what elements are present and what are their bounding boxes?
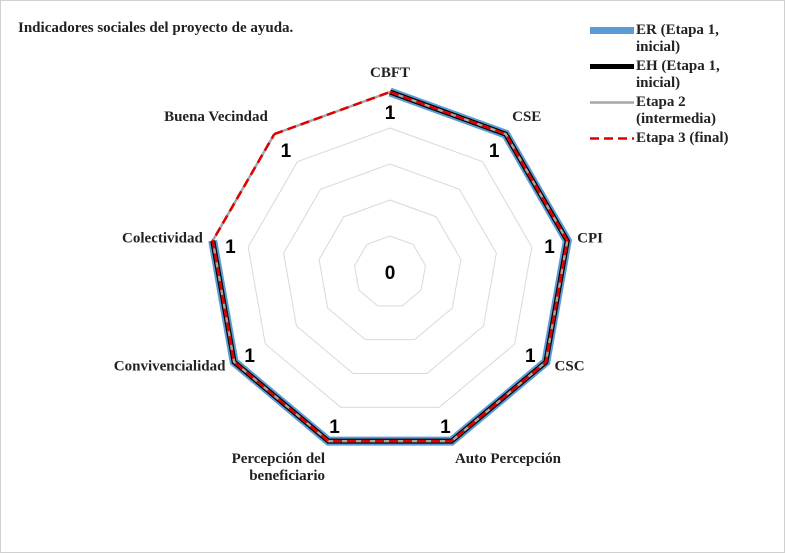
category-label: Percepción del beneficiario xyxy=(231,450,326,484)
data-label: 1 xyxy=(525,346,536,367)
legend-item: Etapa 2 (intermedia) xyxy=(588,94,746,128)
data-label: 1 xyxy=(385,103,396,124)
data-label: 1 xyxy=(329,417,340,438)
category-label: CPI xyxy=(577,230,603,247)
legend-item: EH (Etapa 1, inicial) xyxy=(588,58,746,92)
series-line xyxy=(211,90,569,443)
legend-label: Etapa 2 (intermedia) xyxy=(636,94,716,127)
data-label: 1 xyxy=(244,346,255,367)
grid-ring xyxy=(283,163,497,374)
category-label: CBFT xyxy=(369,65,411,81)
data-label: 1 xyxy=(489,141,500,162)
category-label: CSE xyxy=(512,109,542,126)
data-label: 1 xyxy=(225,237,236,258)
category-label: CSC xyxy=(554,358,585,375)
legend-item: ER (Etapa 1, inicial) xyxy=(588,22,746,56)
legend-swatch xyxy=(590,64,634,69)
category-label: Convivencialidad xyxy=(113,358,226,375)
chart-title: Indicadores sociales del proyecto de ayu… xyxy=(18,20,294,36)
series-line-closing xyxy=(273,90,391,136)
category-label: Colectividad xyxy=(122,230,203,247)
grid-ring xyxy=(354,235,426,307)
grid-ring xyxy=(318,199,462,341)
legend: ER (Etapa 1, inicial) EH (Etapa 1, inicia… xyxy=(588,22,778,149)
legend-swatch xyxy=(590,137,634,140)
data-label: 1 xyxy=(281,141,292,162)
legend-swatch xyxy=(590,27,634,34)
data-label: 1 xyxy=(544,237,555,258)
legend-swatch xyxy=(590,101,634,104)
legend-item: Etapa 3 (final) xyxy=(588,130,746,147)
r-tick-label: 0 xyxy=(385,263,396,284)
legend-label: Etapa 3 (final) xyxy=(636,130,729,146)
legend-label: ER (Etapa 1, inicial) xyxy=(636,22,719,55)
grid-ring xyxy=(247,127,533,408)
category-label: Auto Percepción xyxy=(454,450,561,467)
data-label: 1 xyxy=(440,417,451,438)
legend-label: EH (Etapa 1, inicial) xyxy=(636,58,720,91)
category-label: Buena Vecindad xyxy=(164,109,268,126)
